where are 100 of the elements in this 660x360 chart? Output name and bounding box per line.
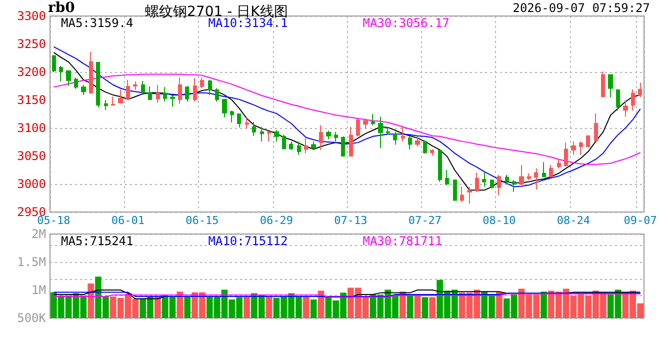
x-tick-label: 07-27	[408, 214, 442, 227]
candlestick	[289, 140, 293, 150]
y-tick-label: 3050	[17, 149, 46, 163]
candlestick	[252, 121, 256, 136]
candlestick	[170, 95, 175, 108]
candlestick	[341, 136, 345, 158]
candlestick	[222, 98, 227, 118]
candlestick	[594, 112, 598, 142]
candlestick	[557, 159, 561, 169]
candlestick	[505, 174, 509, 184]
candlestick	[81, 84, 86, 96]
candlestick	[393, 131, 397, 146]
x-tick-label: 07-13	[334, 214, 368, 227]
candlestick	[438, 150, 442, 182]
y-tick-label: 3000	[17, 177, 46, 191]
candlestick	[297, 140, 301, 156]
x-tick-label: 06-29	[260, 214, 294, 227]
candlestick	[118, 88, 123, 104]
candlestick	[571, 140, 576, 156]
candlestick	[460, 186, 464, 202]
candlestick	[519, 164, 524, 186]
candlestick	[534, 168, 538, 190]
candlestick	[304, 138, 308, 154]
candlestick	[148, 86, 152, 100]
y-tick-label: 2M	[32, 227, 46, 241]
candlestick	[133, 81, 137, 90]
candlestick	[408, 136, 412, 150]
candlestick	[74, 77, 78, 90]
candlestick	[423, 140, 427, 154]
y-tick-label: 3250	[17, 37, 46, 51]
text: MA30:781711	[362, 234, 442, 248]
candlestick	[623, 100, 628, 118]
x-tick-label: 09-07	[624, 214, 657, 227]
candlestick	[178, 77, 182, 104]
candlestick	[356, 118, 360, 137]
candlestick	[334, 131, 338, 142]
candlestick	[401, 125, 405, 142]
candlestick	[237, 112, 241, 128]
candlestick	[208, 79, 212, 96]
candlestick	[230, 110, 234, 123]
y-tick-label: 3150	[17, 93, 46, 107]
y-tick-label: 1.5M	[17, 255, 46, 269]
x-tick-label: 06-15	[186, 214, 219, 227]
candlestick	[267, 131, 271, 142]
candlestick	[163, 86, 167, 102]
candlestick	[200, 77, 204, 89]
candlestick	[185, 86, 189, 102]
candlestick	[59, 65, 63, 82]
text: rb0	[48, 0, 76, 16]
candlestick	[282, 134, 286, 150]
y-tick-label: 500K	[17, 311, 47, 325]
candlestick	[482, 172, 486, 188]
candlestick	[363, 118, 368, 130]
candlestick	[274, 130, 279, 142]
candlestick	[141, 80, 145, 94]
candlestick	[616, 88, 620, 112]
candlestick	[311, 140, 316, 150]
x-tick-label: 06-01	[111, 214, 145, 227]
y-tick-label: 3300	[17, 9, 46, 23]
candlestick	[631, 88, 635, 112]
candlestick	[467, 186, 472, 204]
candlestick	[497, 174, 501, 196]
line-series	[53, 74, 641, 165]
candlestick	[156, 84, 160, 104]
candlestick	[386, 126, 390, 134]
candlestick	[378, 116, 383, 149]
candlestick	[542, 162, 546, 178]
y-tick-label: 3200	[17, 65, 46, 79]
candlestick	[527, 172, 531, 181]
candlestick	[415, 136, 420, 147]
series-label: MA5:3159.4	[61, 16, 134, 30]
candlestick	[586, 134, 590, 148]
text: 2026-09-07 07:59:27	[512, 1, 650, 15]
candlestick	[104, 100, 108, 111]
candlestick	[608, 74, 613, 98]
y-tick-label: 3100	[17, 121, 46, 135]
y-tick-label: 1M	[32, 283, 46, 297]
candlestick	[430, 148, 434, 156]
candlestick	[193, 78, 197, 102]
candlestick	[349, 126, 353, 158]
candlestick	[512, 180, 516, 192]
candlestick	[549, 164, 553, 178]
candlestick	[111, 96, 115, 106]
candlestick	[52, 54, 56, 72]
candlestick	[371, 114, 375, 126]
candlestick	[445, 170, 449, 186]
x-tick-label: 08-24	[556, 214, 590, 227]
text: MA30:3056.17	[362, 16, 450, 30]
candlestick	[89, 51, 93, 94]
x-tick-label: 08-10	[482, 214, 516, 227]
candlestick	[475, 172, 479, 192]
candlestick	[260, 126, 264, 142]
candlestick	[326, 130, 331, 140]
candlestick	[96, 62, 100, 108]
candlestick	[490, 179, 494, 189]
candlestick	[126, 79, 130, 100]
candlestick	[601, 70, 605, 98]
candlestick	[453, 179, 457, 202]
candlestick	[215, 88, 219, 102]
text: MA10:715112	[208, 234, 288, 248]
